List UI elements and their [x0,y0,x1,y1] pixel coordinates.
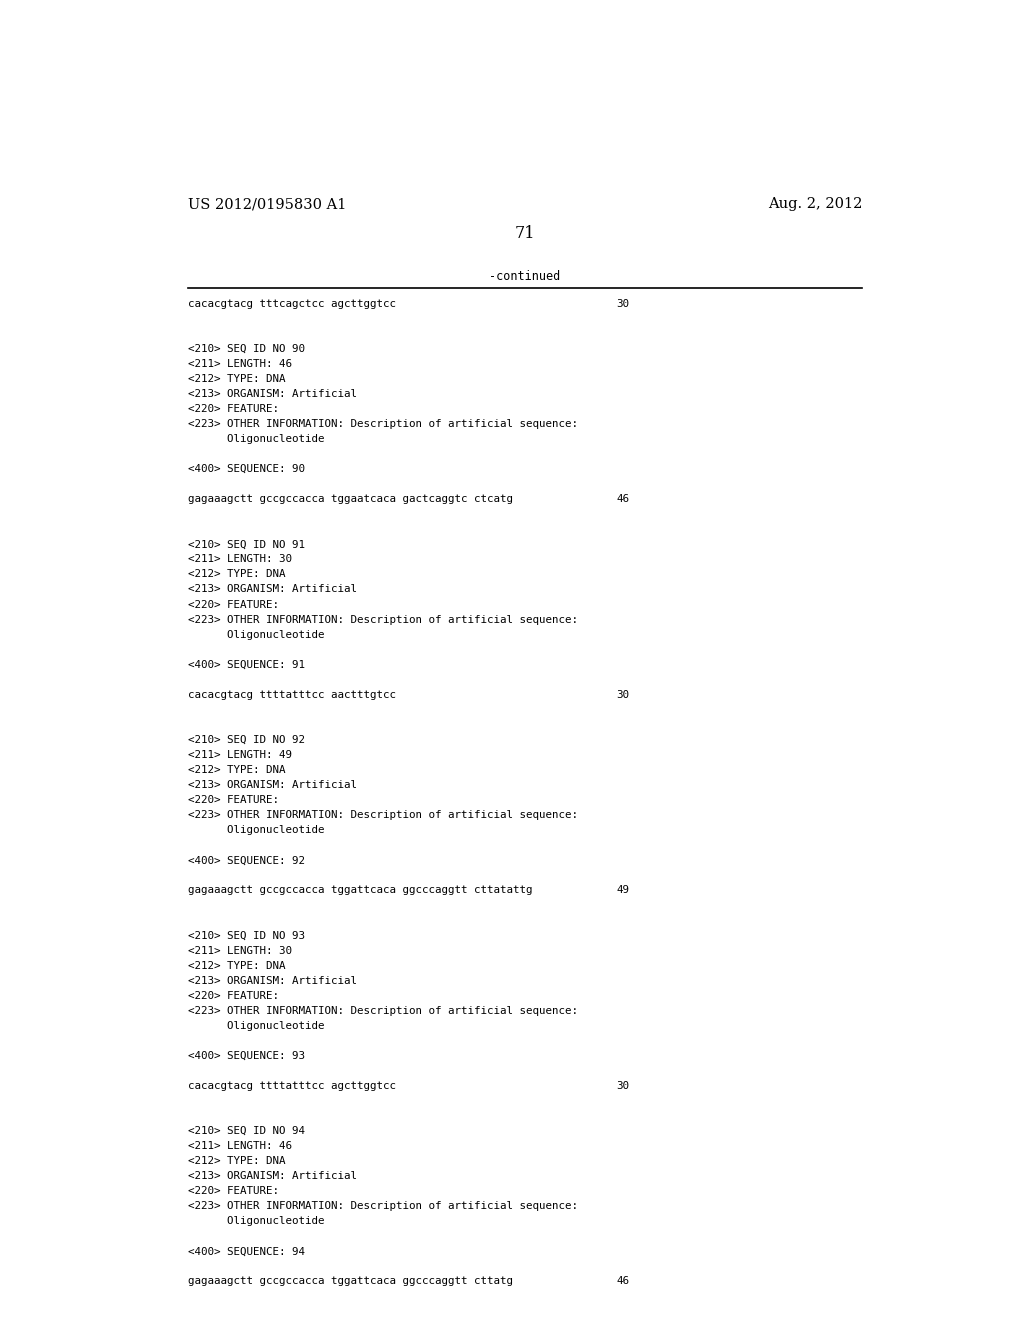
Text: <400> SEQUENCE: 90: <400> SEQUENCE: 90 [187,465,304,474]
Text: <220> FEATURE:: <220> FEATURE: [187,599,279,610]
Text: cacacgtacg ttttatttcc agcttggtcc: cacacgtacg ttttatttcc agcttggtcc [187,1081,395,1090]
Text: <220> FEATURE:: <220> FEATURE: [187,990,279,1001]
Text: <212> TYPE: DNA: <212> TYPE: DNA [187,374,285,384]
Text: <211> LENGTH: 46: <211> LENGTH: 46 [187,1140,292,1151]
Text: gagaaagctt gccgccacca tggaatcaca gactcaggtc ctcatg: gagaaagctt gccgccacca tggaatcaca gactcag… [187,494,513,504]
Text: <400> SEQUENCE: 93: <400> SEQUENCE: 93 [187,1051,304,1061]
Text: 71: 71 [514,226,536,243]
Text: <213> ORGANISM: Artificial: <213> ORGANISM: Artificial [187,1171,356,1181]
Text: <210> SEQ ID NO 92: <210> SEQ ID NO 92 [187,735,304,744]
Text: <213> ORGANISM: Artificial: <213> ORGANISM: Artificial [187,780,356,791]
Text: <210> SEQ ID NO 94: <210> SEQ ID NO 94 [187,1126,304,1137]
Text: <211> LENGTH: 30: <211> LENGTH: 30 [187,945,292,956]
Text: <213> ORGANISM: Artificial: <213> ORGANISM: Artificial [187,585,356,594]
Text: <220> FEATURE:: <220> FEATURE: [187,404,279,414]
Text: Oligonucleotide: Oligonucleotide [187,825,324,836]
Text: <211> LENGTH: 49: <211> LENGTH: 49 [187,750,292,760]
Text: <210> SEQ ID NO 91: <210> SEQ ID NO 91 [187,540,304,549]
Text: Aug. 2, 2012: Aug. 2, 2012 [768,197,862,211]
Text: 30: 30 [616,298,629,309]
Text: <212> TYPE: DNA: <212> TYPE: DNA [187,766,285,775]
Text: Oligonucleotide: Oligonucleotide [187,630,324,640]
Text: <211> LENGTH: 30: <211> LENGTH: 30 [187,554,292,565]
Text: 30: 30 [616,690,629,700]
Text: <223> OTHER INFORMATION: Description of artificial sequence:: <223> OTHER INFORMATION: Description of … [187,615,578,624]
Text: 49: 49 [616,886,629,895]
Text: cacacgtacg tttcagctcc agcttggtcc: cacacgtacg tttcagctcc agcttggtcc [187,298,395,309]
Text: cacacgtacg ttttatttcc aactttgtcc: cacacgtacg ttttatttcc aactttgtcc [187,690,395,700]
Text: <223> OTHER INFORMATION: Description of artificial sequence:: <223> OTHER INFORMATION: Description of … [187,418,578,429]
Text: gagaaagctt gccgccacca tggattcaca ggcccaggtt cttatg: gagaaagctt gccgccacca tggattcaca ggcccag… [187,1276,513,1287]
Text: <212> TYPE: DNA: <212> TYPE: DNA [187,961,285,970]
Text: 46: 46 [616,1276,629,1287]
Text: -continued: -continued [489,271,560,284]
Text: 30: 30 [616,1081,629,1090]
Text: <213> ORGANISM: Artificial: <213> ORGANISM: Artificial [187,389,356,399]
Text: gagaaagctt gccgccacca tggattcaca ggcccaggtt cttatattg: gagaaagctt gccgccacca tggattcaca ggcccag… [187,886,532,895]
Text: <212> TYPE: DNA: <212> TYPE: DNA [187,569,285,579]
Text: Oligonucleotide: Oligonucleotide [187,434,324,444]
Text: <212> TYPE: DNA: <212> TYPE: DNA [187,1156,285,1166]
Text: <400> SEQUENCE: 91: <400> SEQUENCE: 91 [187,660,304,669]
Text: <400> SEQUENCE: 92: <400> SEQUENCE: 92 [187,855,304,865]
Text: <211> LENGTH: 46: <211> LENGTH: 46 [187,359,292,368]
Text: US 2012/0195830 A1: US 2012/0195830 A1 [187,197,346,211]
Text: Oligonucleotide: Oligonucleotide [187,1020,324,1031]
Text: <213> ORGANISM: Artificial: <213> ORGANISM: Artificial [187,975,356,986]
Text: <223> OTHER INFORMATION: Description of artificial sequence:: <223> OTHER INFORMATION: Description of … [187,1006,578,1015]
Text: <223> OTHER INFORMATION: Description of artificial sequence:: <223> OTHER INFORMATION: Description of … [187,1201,578,1212]
Text: <220> FEATURE:: <220> FEATURE: [187,795,279,805]
Text: <400> SEQUENCE: 94: <400> SEQUENCE: 94 [187,1246,304,1257]
Text: <220> FEATURE:: <220> FEATURE: [187,1187,279,1196]
Text: Oligonucleotide: Oligonucleotide [187,1216,324,1226]
Text: <223> OTHER INFORMATION: Description of artificial sequence:: <223> OTHER INFORMATION: Description of … [187,810,578,820]
Text: <210> SEQ ID NO 90: <210> SEQ ID NO 90 [187,343,304,354]
Text: <210> SEQ ID NO 93: <210> SEQ ID NO 93 [187,931,304,940]
Text: 46: 46 [616,494,629,504]
